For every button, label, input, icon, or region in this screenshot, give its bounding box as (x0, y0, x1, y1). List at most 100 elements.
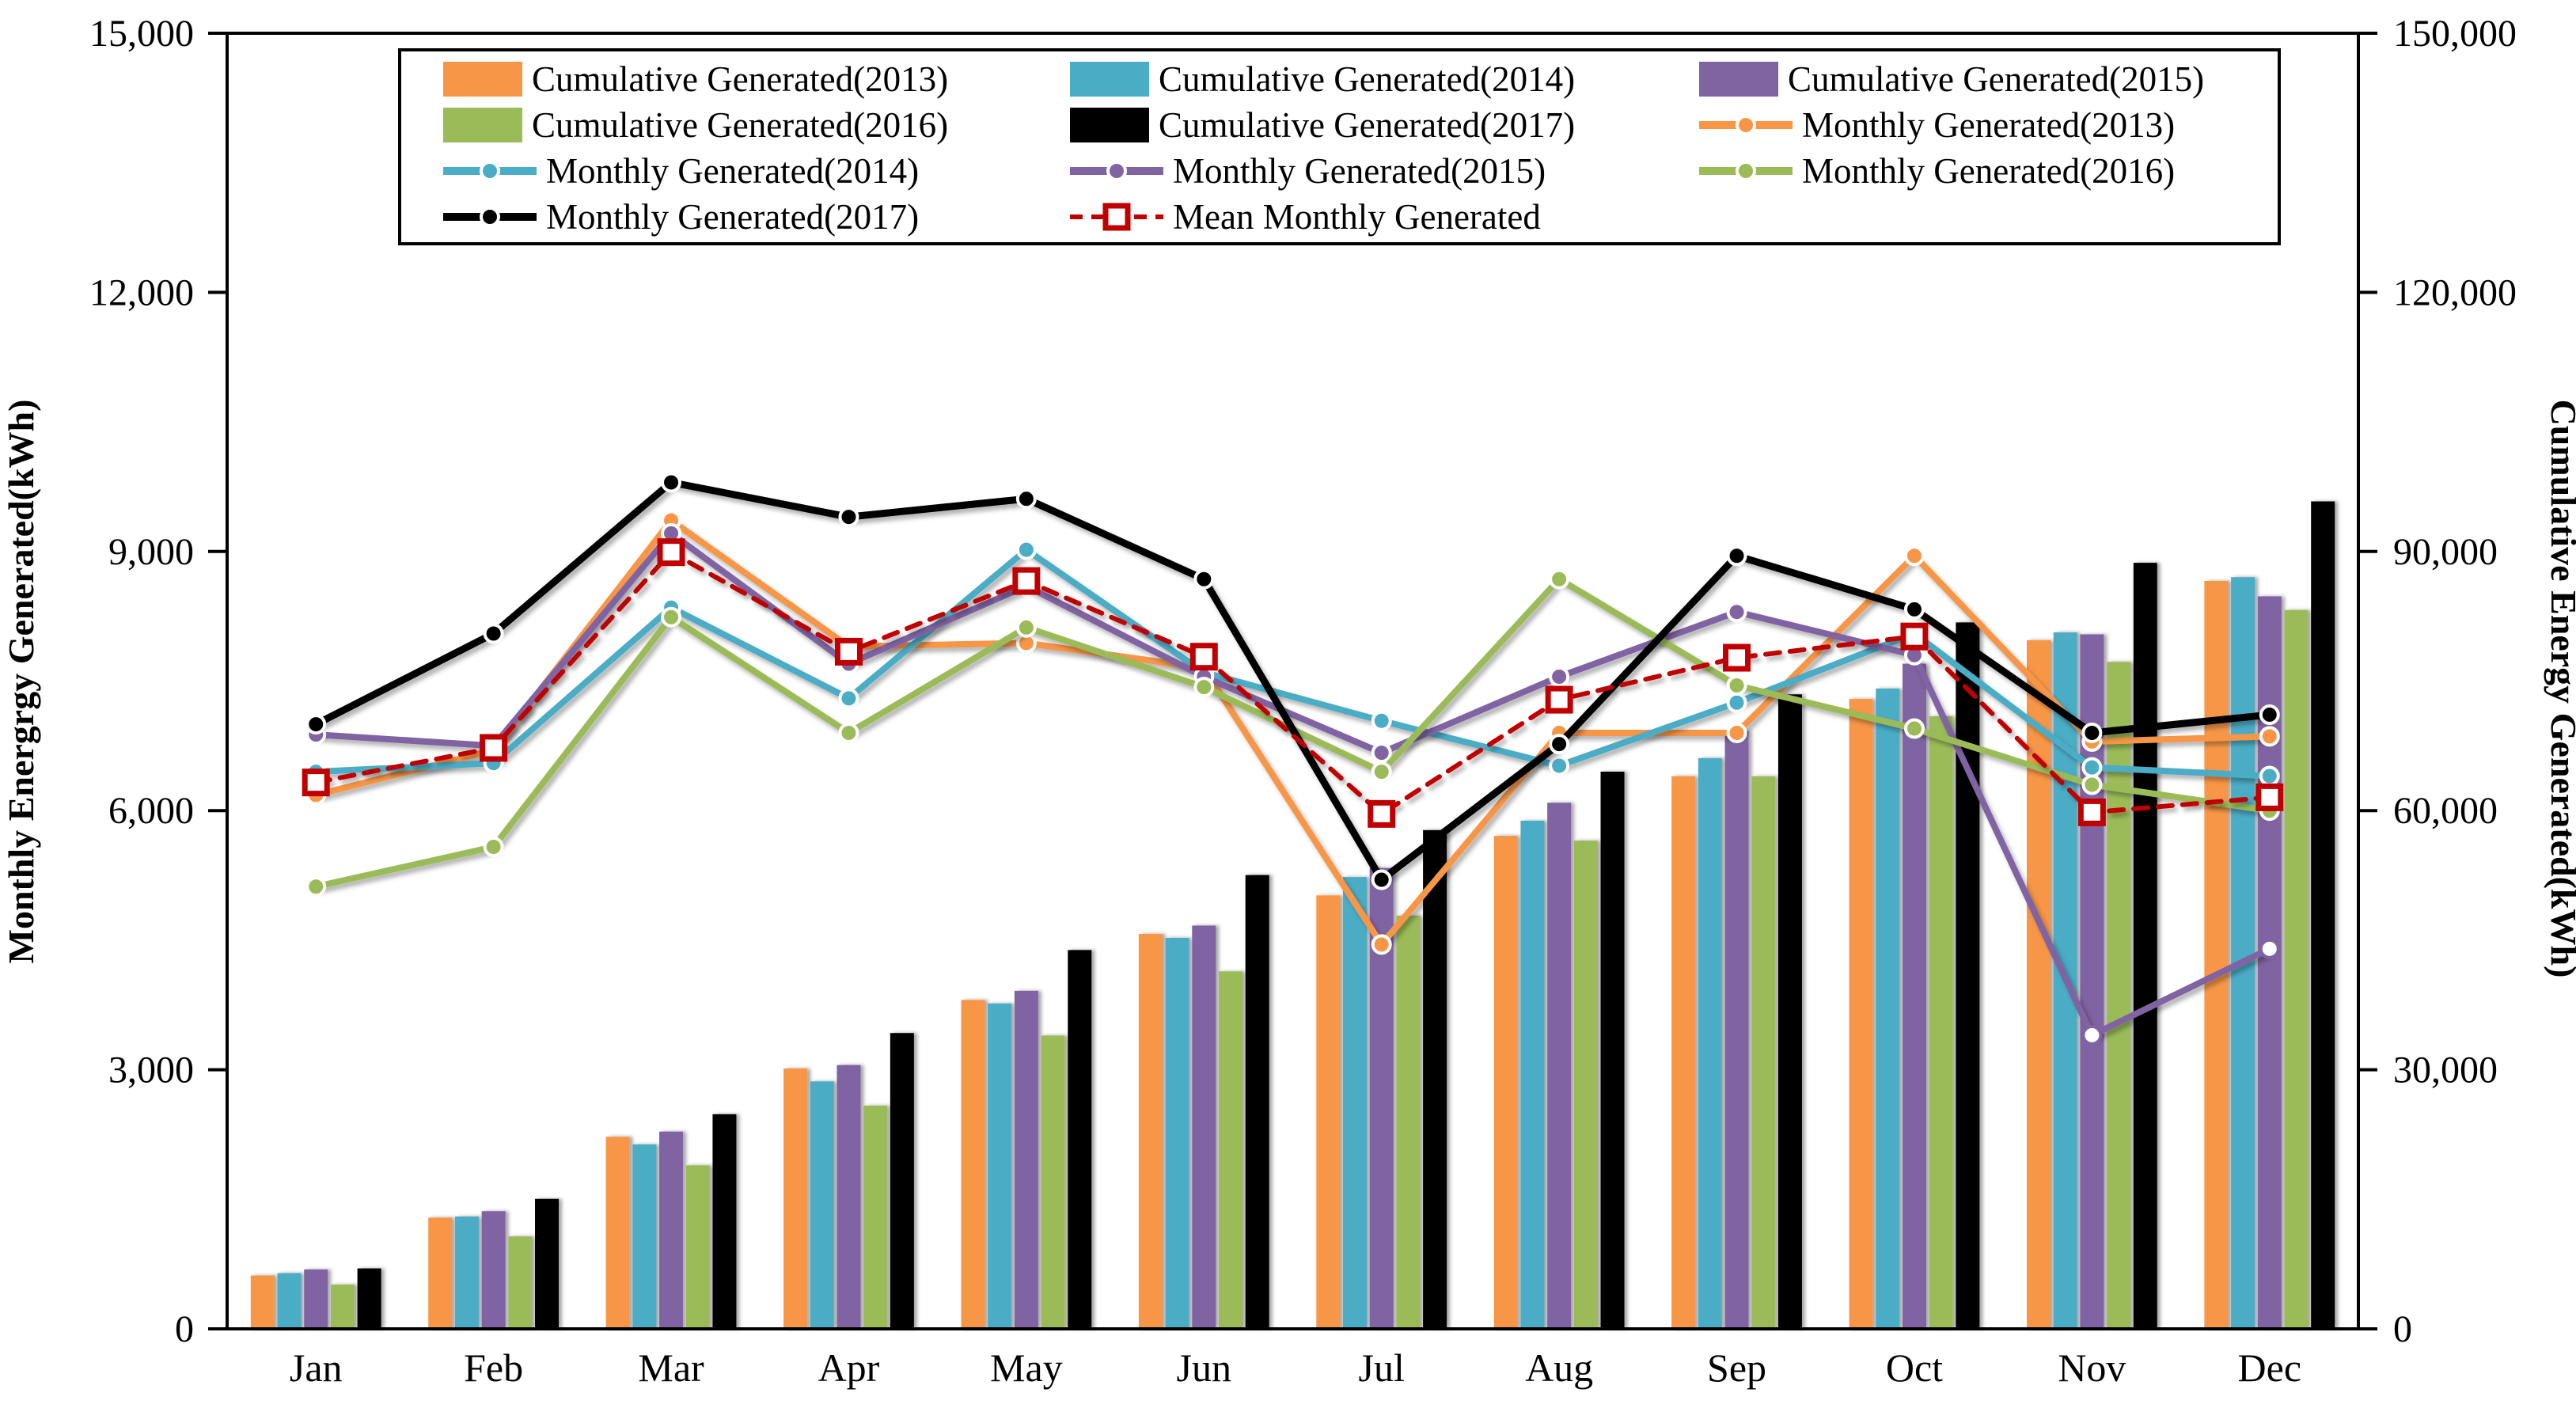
marker-2017-apr (838, 507, 859, 528)
marker-mean-aug (1545, 685, 1573, 714)
marker-2016-may (1015, 617, 1037, 638)
bar-2015-oct (1902, 663, 1926, 1329)
line-monthly-generated(2013) (313, 517, 2273, 948)
bar-2013-jul (1316, 895, 1341, 1329)
legend-label: Cumulative Generated(2017) (1159, 105, 1575, 145)
marker-2015-jul (1371, 742, 1392, 764)
marker-2017-jan (305, 714, 327, 735)
marker-2016-apr (838, 722, 859, 743)
legend-label: Monthly Generated(2017) (546, 197, 919, 237)
line-monthly-generated(2014) (313, 546, 2273, 780)
bar-2016-nov (2107, 662, 2131, 1329)
bar-2013-nov (2026, 639, 2051, 1329)
legend-label: Monthly Generated(2014) (546, 151, 919, 191)
legend-box (398, 48, 2281, 245)
bar-2017-may (1068, 950, 1092, 1329)
marker-2013-jul (1371, 934, 1392, 955)
legend-marker (1736, 115, 1756, 135)
marker-2014-apr (838, 688, 859, 709)
legend-label: Cumulative Generated(2014) (1159, 59, 1575, 99)
marker-2017-aug (1549, 734, 1570, 755)
legend-label: Cumulative Generated(2016) (532, 105, 948, 145)
bar-2015-apr (837, 1065, 861, 1329)
legend-label: Monthly Generated(2016) (1802, 151, 2175, 191)
marker-2015-aug (1549, 666, 1570, 688)
marker-2014-nov (2081, 757, 2103, 778)
legend-label: Monthly Generated(2015) (1173, 151, 1546, 191)
marker-2016-oct (1903, 718, 1925, 739)
bar-2015-sep (1724, 731, 1749, 1329)
legend-marker (1102, 203, 1131, 231)
bar-2013-oct (1849, 699, 1873, 1329)
bar-2014-feb (454, 1216, 479, 1329)
plot-border (226, 32, 2360, 1330)
left-axis-tick-label: 6,000 (108, 790, 194, 832)
line-monthly-generated(2017) (312, 478, 2274, 884)
legend-marker (480, 207, 500, 227)
bar-2016-mar (685, 1165, 710, 1329)
x-axis-month-label: Jan (290, 1345, 343, 1390)
bar-2013-aug (1493, 836, 1518, 1329)
x-axis-month-label: May (990, 1345, 1063, 1390)
bar-2015-jan (304, 1269, 328, 1329)
marker-2016-feb (483, 837, 504, 858)
bar-2014-dec (2231, 577, 2255, 1329)
x-axis-month-label: Jul (1359, 1345, 1405, 1390)
x-axis-month-label: Apr (818, 1345, 880, 1390)
line-monthly-generated(2015) (313, 529, 2273, 1038)
marker-mean-jul (1368, 799, 1396, 828)
bar-2014-jul (1343, 877, 1368, 1329)
bar-2013-jun (1138, 933, 1163, 1329)
legend-swatch-2017 (1070, 108, 1149, 142)
marker-mean-feb (480, 734, 508, 762)
bar-2017-feb (535, 1198, 560, 1329)
right-axis-tick-label: 90,000 (2393, 531, 2498, 573)
legend-marker (1736, 161, 1756, 181)
bar-2014-jan (277, 1273, 302, 1329)
marker-2014-dec (2259, 765, 2280, 787)
bar-2015-feb (481, 1211, 506, 1329)
bar-2016-jul (1396, 915, 1421, 1329)
bar-2014-mar (632, 1144, 657, 1329)
x-axis-month-label: Sep (1707, 1345, 1766, 1390)
marker-2016-aug (1549, 568, 1570, 590)
x-axis-month-label: Nov (2058, 1345, 2126, 1390)
marker-2015-dec (2259, 938, 2280, 959)
bar-2015-mar (659, 1131, 684, 1329)
bar-2016-apr (863, 1105, 888, 1329)
legend-swatch-2016 (443, 108, 522, 142)
marker-2013-dec (2259, 726, 2280, 747)
bar-2017-apr (890, 1033, 914, 1329)
bar-2017-nov (2133, 563, 2157, 1329)
bar-2014-jun (1165, 937, 1189, 1329)
legend-marker (480, 161, 500, 181)
marker-2016-jun (1193, 677, 1215, 698)
marker-2017-may (1015, 488, 1037, 510)
bar-2013-dec (2204, 581, 2229, 1329)
bar-2013-sep (1671, 776, 1696, 1329)
legend-swatch-2015 (1699, 62, 1778, 97)
bar-2016-aug (1573, 841, 1598, 1329)
bar-2014-apr (810, 1081, 834, 1329)
right-axis-tick-label: 0 (2393, 1308, 2412, 1350)
left-axis-tick-label: 12,000 (89, 271, 194, 313)
marker-2015-sep (1726, 602, 1747, 623)
legend-label: Cumulative Generated(2013) (532, 59, 948, 99)
marker-2014-jul (1371, 710, 1392, 731)
marker-2017-jul (1371, 869, 1392, 890)
bar-2016-sep (1751, 776, 1776, 1329)
marker-mean-mar (657, 538, 685, 567)
bar-2016-jun (1218, 971, 1242, 1329)
marker-2016-sep (1726, 674, 1747, 696)
bar-2016-jan (330, 1285, 355, 1329)
x-axis-month-label: Feb (464, 1345, 523, 1390)
x-axis-month-label: Dec (2238, 1345, 2302, 1390)
legend-swatch-2014 (1070, 62, 1149, 97)
marker-mean-oct (1900, 622, 1929, 651)
bar-2017-dec (2311, 501, 2335, 1329)
bar-2017-jun (1245, 875, 1269, 1329)
bar-2016-dec (2284, 609, 2309, 1329)
right-axis-title: Cumulative Energy Generated(kWh) (2544, 400, 2576, 978)
left-axis-tick-label: 0 (175, 1308, 194, 1350)
right-axis-tick-label: 150,000 (2393, 13, 2517, 55)
